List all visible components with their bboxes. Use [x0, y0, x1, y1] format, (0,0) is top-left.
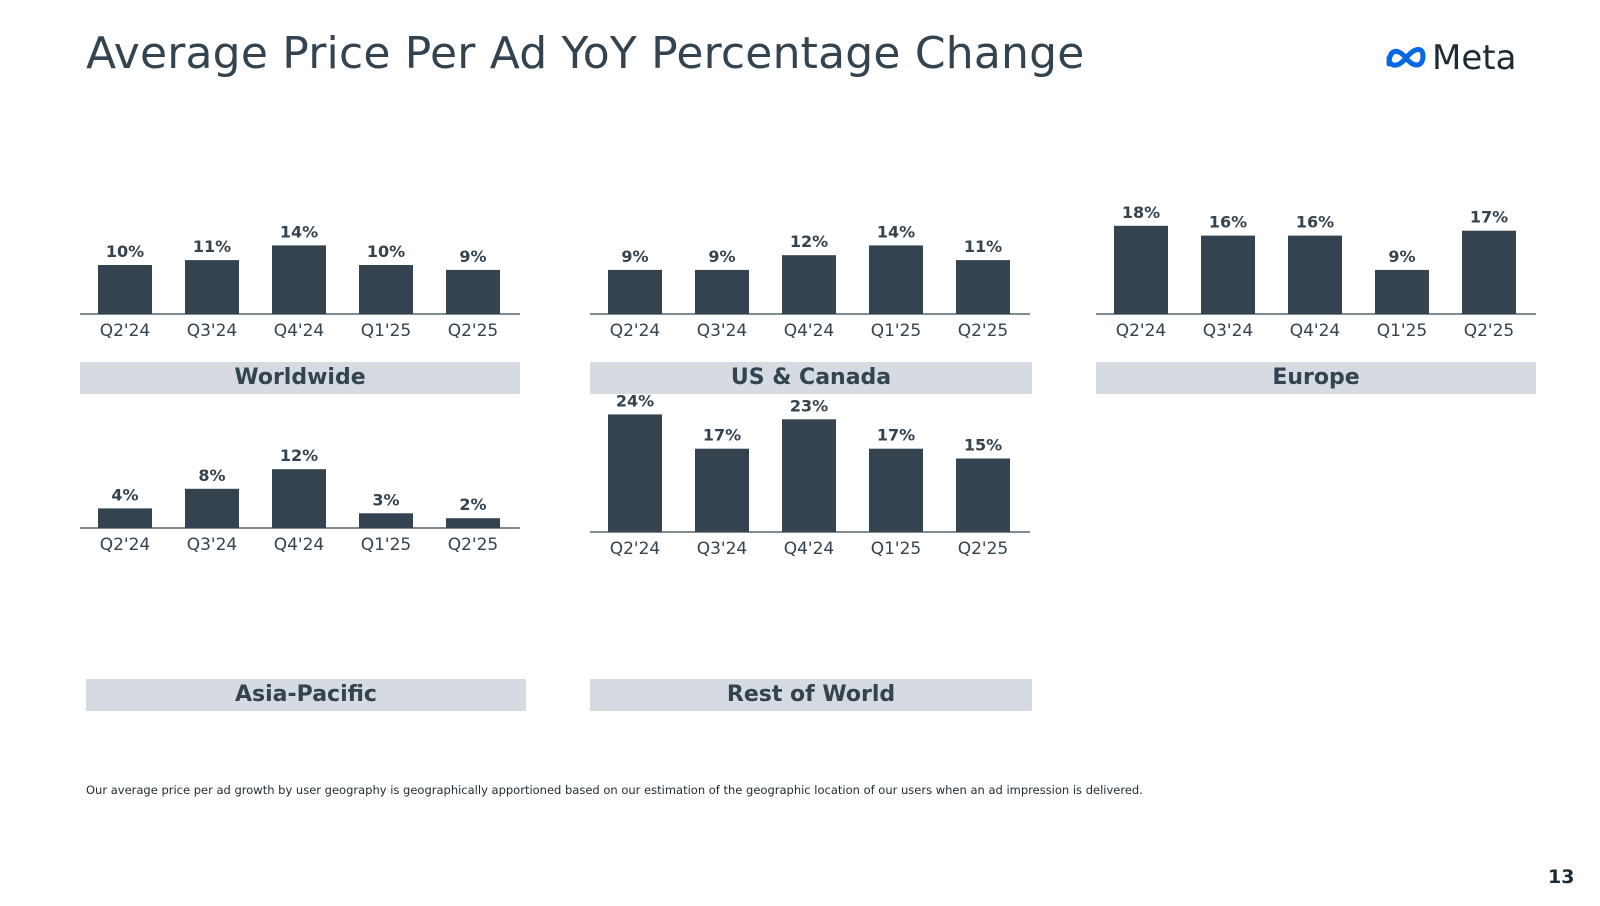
x-tick-label: Q2'25 — [958, 321, 1009, 341]
bar-q2-24 — [1114, 225, 1168, 314]
bar-chart-worldwide: 10% Q2'24 11% Q3'24 14% Q4'24 10% Q1'25 9% Q2'25 — [80, 222, 520, 341]
meta-infinity-icon — [1386, 47, 1426, 68]
bar-chart-us-canada: 9% Q2'24 9% Q3'24 12% Q4'24 14% Q1'25 11% Q2'25 — [590, 222, 1030, 341]
bar-q4-24 — [272, 469, 326, 528]
slide-title: Average Price Per Ad YoY Percentage Chan… — [86, 28, 1085, 79]
value-label: 23% — [790, 396, 828, 415]
value-label: 8% — [198, 466, 225, 485]
x-tick-label: Q1'25 — [361, 321, 412, 341]
bar-q3-24 — [1201, 235, 1255, 314]
region-label-rest-of-world: Rest of World — [590, 679, 1032, 711]
x-tick-label: Q3'24 — [697, 321, 748, 341]
region-label-asia-pacific: Asia-Pacific — [86, 679, 526, 711]
bar-q2-25 — [956, 260, 1010, 314]
value-label: 4% — [111, 485, 138, 504]
x-tick-label: Q2'24 — [100, 535, 151, 555]
chart-panel-europe: 18% Q2'24 16% Q3'24 16% Q4'24 9% Q1'25 17% Q2'25 — [1096, 110, 1556, 370]
value-label: 9% — [708, 247, 735, 266]
bar-q2-24 — [608, 414, 662, 532]
x-tick-label: Q3'24 — [697, 539, 748, 559]
value-label: 17% — [1470, 208, 1508, 227]
value-label: 12% — [790, 232, 828, 251]
region-label-europe: Europe — [1096, 362, 1536, 394]
x-tick-label: Q2'25 — [448, 535, 499, 555]
bar-q2-24 — [98, 265, 152, 314]
bar-q2-25 — [446, 518, 500, 528]
value-label: 11% — [964, 237, 1002, 256]
x-tick-label: Q4'24 — [1290, 321, 1341, 341]
bar-q2-25 — [1462, 230, 1516, 314]
value-label: 24% — [616, 391, 654, 410]
region-label-us-canada: US & Canada — [590, 362, 1032, 394]
x-tick-label: Q1'25 — [361, 535, 412, 555]
x-tick-label: Q2'24 — [610, 321, 661, 341]
value-label: 10% — [367, 242, 405, 261]
x-tick-label: Q3'24 — [1203, 321, 1254, 341]
bar-chart-europe: 18% Q2'24 16% Q3'24 16% Q4'24 9% Q1'25 17% Q2'25 — [1096, 203, 1536, 341]
page-number: 13 — [1548, 866, 1575, 888]
x-tick-label: Q2'24 — [610, 539, 661, 559]
value-label: 9% — [459, 247, 486, 266]
value-label: 12% — [280, 446, 318, 465]
bar-q1-25 — [359, 265, 413, 314]
value-label: 11% — [193, 237, 231, 256]
x-tick-label: Q4'24 — [784, 539, 835, 559]
bar-chart-rest-of-world: 24% Q2'24 17% Q3'24 23% Q4'24 17% Q1'25 15% Q2'25 — [590, 391, 1030, 559]
value-label: 14% — [280, 222, 318, 241]
bar-q4-24 — [782, 255, 836, 314]
bar-q3-24 — [185, 488, 239, 528]
region-label-worldwide: Worldwide — [80, 362, 520, 394]
x-tick-label: Q1'25 — [1377, 321, 1428, 341]
value-label: 9% — [1388, 247, 1415, 266]
bar-q1-25 — [869, 448, 923, 532]
chart-panel-rest-of-world: 24% Q2'24 17% Q3'24 23% Q4'24 17% Q1'25 15% Q2'25 — [590, 328, 1050, 588]
value-label: 16% — [1209, 213, 1247, 232]
chart-panel-us-canada: 9% Q2'24 9% Q3'24 12% Q4'24 14% Q1'25 11% Q2'25 — [590, 110, 1050, 370]
value-label: 15% — [964, 436, 1002, 455]
x-tick-label: Q2'25 — [448, 321, 499, 341]
bar-q2-24 — [98, 508, 152, 528]
bar-q4-24 — [1288, 235, 1342, 314]
meta-logo: Meta — [1384, 38, 1534, 84]
x-tick-label: Q2'24 — [100, 321, 151, 341]
meta-wordmark: Meta — [1432, 38, 1517, 78]
x-tick-label: Q3'24 — [187, 321, 238, 341]
value-label: 9% — [621, 247, 648, 266]
x-tick-label: Q1'25 — [871, 321, 922, 341]
bar-q2-25 — [446, 269, 500, 314]
x-tick-label: Q4'24 — [274, 321, 325, 341]
bar-q4-24 — [782, 419, 836, 532]
value-label: 2% — [459, 495, 486, 514]
bar-q1-25 — [1375, 269, 1429, 314]
value-label: 18% — [1122, 203, 1160, 222]
bar-q4-24 — [272, 245, 326, 314]
x-tick-label: Q2'25 — [958, 539, 1009, 559]
bar-q1-25 — [359, 513, 413, 528]
value-label: 10% — [106, 242, 144, 261]
bar-q3-24 — [695, 448, 749, 532]
x-tick-label: Q4'24 — [274, 535, 325, 555]
value-label: 14% — [877, 222, 915, 241]
value-label: 17% — [877, 426, 915, 445]
value-label: 17% — [703, 426, 741, 445]
bar-q2-25 — [956, 458, 1010, 532]
x-tick-label: Q3'24 — [187, 535, 238, 555]
value-label: 16% — [1296, 213, 1334, 232]
value-label: 3% — [372, 490, 399, 509]
x-tick-label: Q2'24 — [1116, 321, 1167, 341]
bar-q3-24 — [185, 260, 239, 314]
bar-q3-24 — [695, 269, 749, 314]
bar-chart-asia-pacific: 4% Q2'24 8% Q3'24 12% Q4'24 3% Q1'25 2% Q2'25 — [80, 446, 520, 555]
bar-q1-25 — [869, 245, 923, 314]
footnote: Our average price per ad growth by user … — [86, 783, 1143, 797]
bar-q2-24 — [608, 269, 662, 314]
x-tick-label: Q4'24 — [784, 321, 835, 341]
x-tick-label: Q1'25 — [871, 539, 922, 559]
x-tick-label: Q2'25 — [1464, 321, 1515, 341]
chart-panel-worldwide: 10% Q2'24 11% Q3'24 14% Q4'24 10% Q1'25 9% Q2'25 — [80, 110, 540, 370]
chart-panel-asia-pacific: 4% Q2'24 8% Q3'24 12% Q4'24 3% Q1'25 2% Q2'25 — [80, 324, 540, 584]
